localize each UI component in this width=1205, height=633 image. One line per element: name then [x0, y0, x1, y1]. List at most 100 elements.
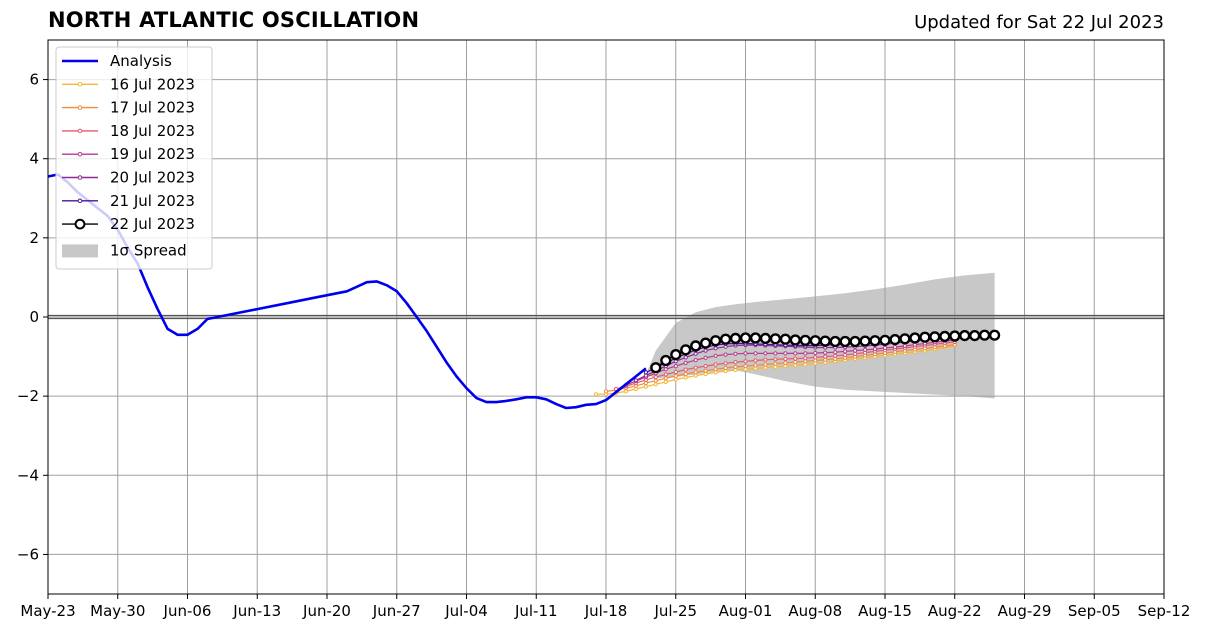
forecast-point — [872, 347, 878, 352]
forecast-point — [843, 349, 848, 354]
forecast-point — [713, 367, 718, 372]
forecast-point — [763, 351, 768, 356]
forecast-point — [783, 351, 788, 356]
forecast-point — [773, 361, 778, 366]
forecast-point — [603, 389, 609, 394]
forecast-point — [663, 372, 668, 377]
legend-marker — [77, 82, 83, 87]
forecast-point — [693, 370, 698, 375]
y-tick-label: 0 — [29, 308, 39, 326]
legend-marker — [77, 151, 83, 157]
forecast-point — [733, 364, 738, 369]
x-tick-label: Aug-15 — [858, 602, 912, 620]
forecast-point — [643, 384, 649, 389]
forecast-point — [683, 371, 688, 377]
forecast-point — [660, 354, 672, 367]
forecast-point — [879, 334, 891, 346]
legend-marker — [77, 105, 83, 110]
legend-label: 17 Jul 2023 — [110, 99, 195, 117]
forecast-point — [799, 334, 811, 346]
forecast-point — [753, 358, 758, 363]
forecast-point — [693, 365, 698, 370]
forecast-point — [653, 378, 658, 383]
forecast-point — [882, 345, 888, 350]
forecast-point — [978, 329, 991, 341]
forecast-point — [670, 349, 682, 361]
forecast-point — [789, 334, 801, 346]
forecast-point — [809, 335, 821, 347]
forecast-point — [949, 330, 961, 342]
legend-label: 22 Jul 2023 — [110, 215, 195, 233]
legend-label: 18 Jul 2023 — [110, 122, 195, 140]
x-tick-label: Jul-18 — [584, 602, 628, 620]
x-tick-label: Jun-13 — [232, 602, 281, 620]
y-tick-label: −6 — [17, 545, 39, 563]
legend-label: 19 Jul 2023 — [110, 145, 195, 163]
forecast-point — [709, 335, 722, 347]
grid-layer — [48, 40, 1164, 594]
forecast-point — [703, 368, 708, 373]
x-tick-label: Jul-11 — [514, 602, 558, 620]
y-tick-label: −4 — [17, 466, 39, 484]
forecast-point — [650, 362, 662, 374]
x-tick-label: Sep-05 — [1068, 602, 1121, 620]
forecast-point — [793, 360, 798, 365]
forecast-point — [633, 378, 639, 383]
legend-marker — [77, 128, 83, 134]
tick-layer: May-23 May-30 Jun-06 Jun-13 Jun-20 Jun-27 Jul-… — [17, 71, 1191, 620]
forecast-point — [749, 332, 762, 344]
forecast-point — [759, 332, 772, 345]
forecast-point — [929, 331, 941, 343]
x-tick-label: May-23 — [20, 602, 75, 620]
forecast-point — [673, 369, 678, 375]
forecast-point — [673, 377, 678, 382]
legend-marker — [77, 175, 83, 180]
forecast-point — [899, 333, 911, 345]
forecast-point — [753, 363, 758, 368]
forecast-point — [793, 351, 798, 356]
forecast-point — [773, 351, 778, 356]
forecast-point — [853, 348, 858, 353]
forecast-point — [793, 356, 798, 361]
forecast-point — [819, 335, 831, 347]
forecast-point — [680, 344, 692, 356]
forecast-point — [723, 361, 728, 366]
forecast-point — [713, 362, 718, 367]
forecast-point — [699, 337, 712, 349]
forecast-point — [703, 364, 708, 369]
legend-marker — [74, 218, 86, 230]
forecast-point — [969, 330, 981, 342]
forecast-point — [683, 360, 688, 365]
forecast-point — [813, 350, 818, 356]
forecast-point — [783, 360, 788, 365]
forecast-point — [959, 330, 971, 342]
y-tick-label: 2 — [29, 229, 39, 247]
forecast-point — [833, 350, 838, 355]
forecast-point — [719, 333, 732, 345]
forecast-point — [849, 335, 861, 348]
forecast-point — [889, 334, 901, 346]
forecast-point — [683, 375, 688, 380]
forecast-point — [813, 355, 818, 360]
y-tick-label: −2 — [17, 387, 39, 405]
forecast-point — [683, 355, 688, 360]
forecast-point — [653, 375, 658, 380]
x-tick-label: Aug-29 — [998, 602, 1052, 620]
forecast-point — [723, 352, 728, 357]
legend-box — [55, 46, 213, 270]
forecast-point — [823, 354, 828, 359]
forecast-point — [663, 379, 668, 384]
forecast-point — [653, 382, 658, 387]
forecast-point — [919, 331, 931, 343]
forecast-point — [863, 347, 868, 352]
forecast-point — [739, 332, 752, 344]
forecast-point — [839, 335, 851, 348]
y-tick-label: 6 — [29, 71, 39, 89]
forecast-point — [909, 332, 921, 344]
x-tick-label: Jun-27 — [372, 602, 421, 620]
chart-title: NORTH ATLANTIC OSCILLATION — [48, 8, 420, 32]
forecast-point — [859, 335, 871, 347]
forecast-point — [843, 352, 848, 358]
legend-marker — [77, 198, 83, 204]
